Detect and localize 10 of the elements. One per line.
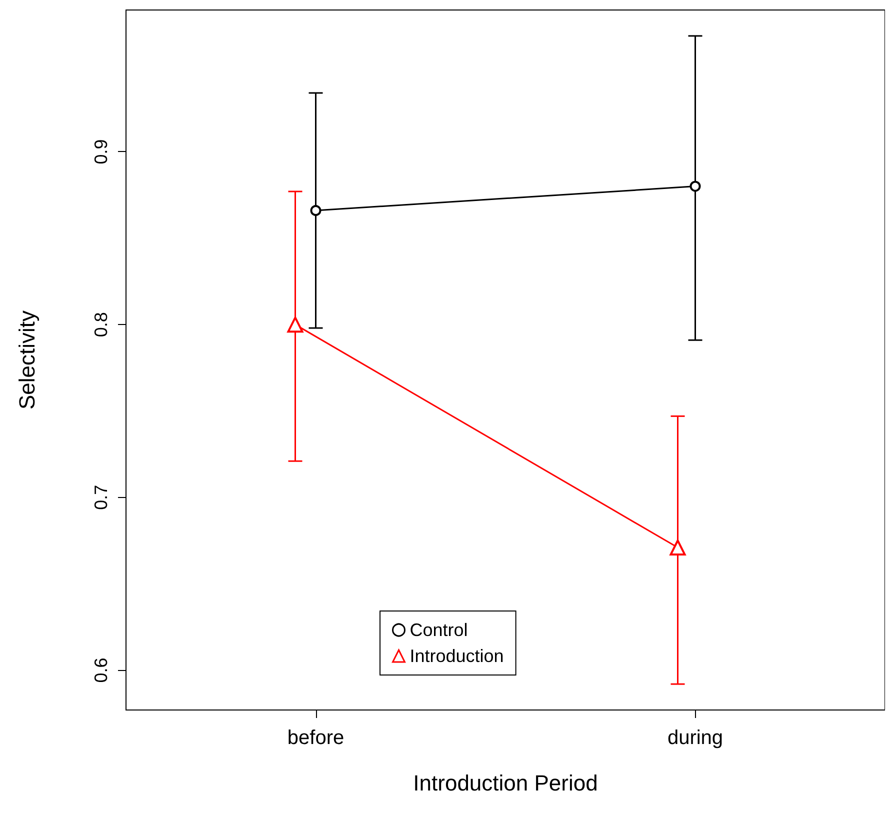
x-tick-label: before [287, 727, 344, 749]
x-axis-title: Introduction Period [413, 770, 598, 796]
y-axis-title: Selectivity [14, 310, 40, 410]
y-tick-label: 0.6 [91, 658, 111, 683]
legend-label: Control [410, 620, 468, 640]
x-tick-label: during [667, 727, 724, 749]
y-tick-label: 0.7 [91, 484, 111, 510]
legend-label: Introduction [410, 646, 504, 666]
y-tick-label: 0.8 [91, 312, 111, 338]
y-tick-label: 0.9 [91, 139, 111, 164]
